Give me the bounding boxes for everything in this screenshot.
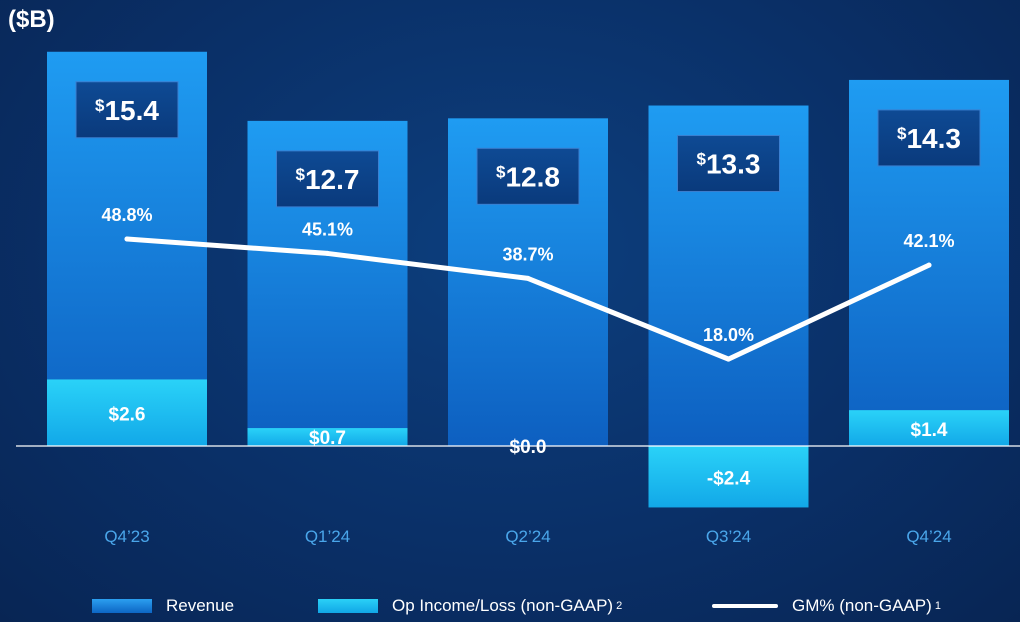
legend-item-gm: GM% (non-GAAP) 1 [712,596,941,616]
gm-point [726,356,731,362]
legend: Revenue Op Income/Loss (non-GAAP) 2 GM% … [0,594,1020,620]
x-tick-label: Q1’24 [305,527,350,546]
x-tick-label: Q4’24 [906,527,951,546]
revenue-value-box [677,135,780,193]
revenue-opincome-gm-chart: $15.4 $2.6 Q4’23 $12.7 $0.7 Q1’24 $12.8 $0.0 Q2’… [47,51,1009,546]
revenue-value-box [476,147,580,205]
x-tick-label: Q2’24 [505,527,550,546]
revenue-value-box [75,81,179,139]
op-income-label: -$2.4 [707,469,751,490]
unit-label: ($B) [8,6,55,33]
legend-item-revenue: Revenue [92,596,234,616]
op-income-label: $2.6 [109,405,146,426]
gm-value-label: 38.7% [502,244,553,264]
op-income-bar [47,379,207,446]
legend-swatch-gm [712,604,778,608]
legend-label-revenue: Revenue [166,596,235,615]
x-tick-label: Q4’23 [104,527,149,546]
legend-swatch-revenue [92,599,152,613]
gm-value-label: 45.1% [302,219,353,239]
legend-footnote-gm: 1 [934,600,941,612]
gm-point [325,250,330,256]
op-income-bar [648,446,809,508]
legend-label-op-income: Op Income/Loss (non-GAAP) [392,596,614,615]
gm-point [926,262,932,268]
op-income-bar [247,428,408,446]
legend-item-op-income: Op Income/Loss (non-GAAP) 2 [318,596,622,616]
revenue-value-box [276,150,379,208]
legend-label-gm: GM% (non-GAAP) [792,596,932,615]
gm-value-label: 42.1% [903,231,954,251]
revenue-value-box [877,109,981,167]
revenue-value-label: $12.8 [496,161,560,192]
x-tick-label: Q3’24 [706,527,751,546]
legend-footnote-op-income: 2 [616,600,623,612]
op-income-label: $0.7 [309,428,346,449]
gm-point [124,236,130,242]
op-income-label: $1.4 [911,420,948,441]
op-income-label: $0.0 [510,437,547,458]
revenue-value-label: $15.4 [95,95,159,126]
revenue-value-label: $14.3 [897,123,961,154]
revenue-value-label: $12.7 [296,164,360,195]
op-income-bar [849,410,1009,446]
legend-swatch-op-income [318,599,378,613]
gm-point [525,275,531,281]
revenue-value-label: $13.3 [697,149,761,180]
gm-value-label: 18.0% [703,325,754,345]
gm-value-label: 48.8% [101,205,152,225]
